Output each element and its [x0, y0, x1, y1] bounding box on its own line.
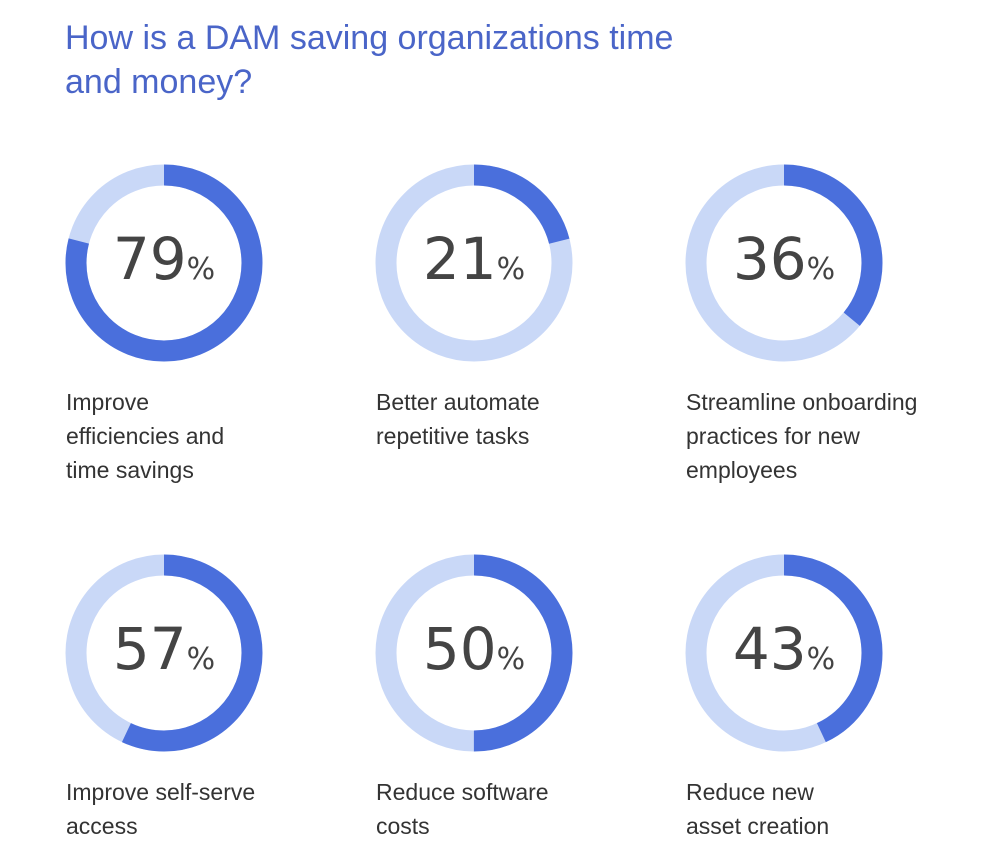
donut-chart	[65, 554, 263, 752]
percent-value: 21%	[374, 225, 574, 293]
donut-label: Better automate repetitive tasks	[376, 389, 540, 449]
donut-value-arc	[375, 164, 573, 362]
donut-chart	[685, 164, 883, 362]
percent-value: 36%	[684, 225, 884, 293]
percent-number: 50	[422, 615, 497, 683]
donut-value-arc	[65, 164, 263, 362]
percent-value: 79%	[64, 225, 264, 293]
donut-value-arc	[65, 554, 263, 752]
donut-value-arc	[685, 164, 883, 362]
percent-sign: %	[806, 642, 836, 677]
percent-value: 43%	[684, 615, 884, 683]
percent-sign: %	[186, 252, 216, 287]
percent-sign: %	[496, 642, 526, 677]
donut-value-arc	[375, 554, 573, 752]
percent-number: 57	[112, 615, 187, 683]
percent-number: 21	[422, 225, 497, 293]
donut-chart	[685, 554, 883, 752]
percent-number: 79	[112, 225, 187, 293]
percent-sign: %	[806, 252, 836, 287]
donut-chart	[375, 164, 573, 362]
percent-value: 57%	[64, 615, 264, 683]
donut-label: Improve self-serve access	[66, 779, 256, 839]
donut-chart	[375, 554, 573, 752]
percent-sign: %	[186, 642, 216, 677]
page-title: How is a DAM saving organizations time a…	[65, 19, 674, 101]
donut-label: Reduce software costs	[376, 779, 549, 839]
percent-value: 50%	[374, 615, 574, 683]
donut-label: Streamline onboarding practices for new …	[686, 389, 918, 483]
percent-number: 43	[732, 615, 807, 683]
percent-sign: %	[496, 252, 526, 287]
donut-label: Improve efficiencies and time savings	[66, 389, 225, 483]
donut-label: Reduce new asset creation	[686, 779, 830, 839]
donut-chart	[65, 164, 263, 362]
percent-number: 36	[732, 225, 807, 293]
donut-value-arc	[685, 554, 883, 752]
